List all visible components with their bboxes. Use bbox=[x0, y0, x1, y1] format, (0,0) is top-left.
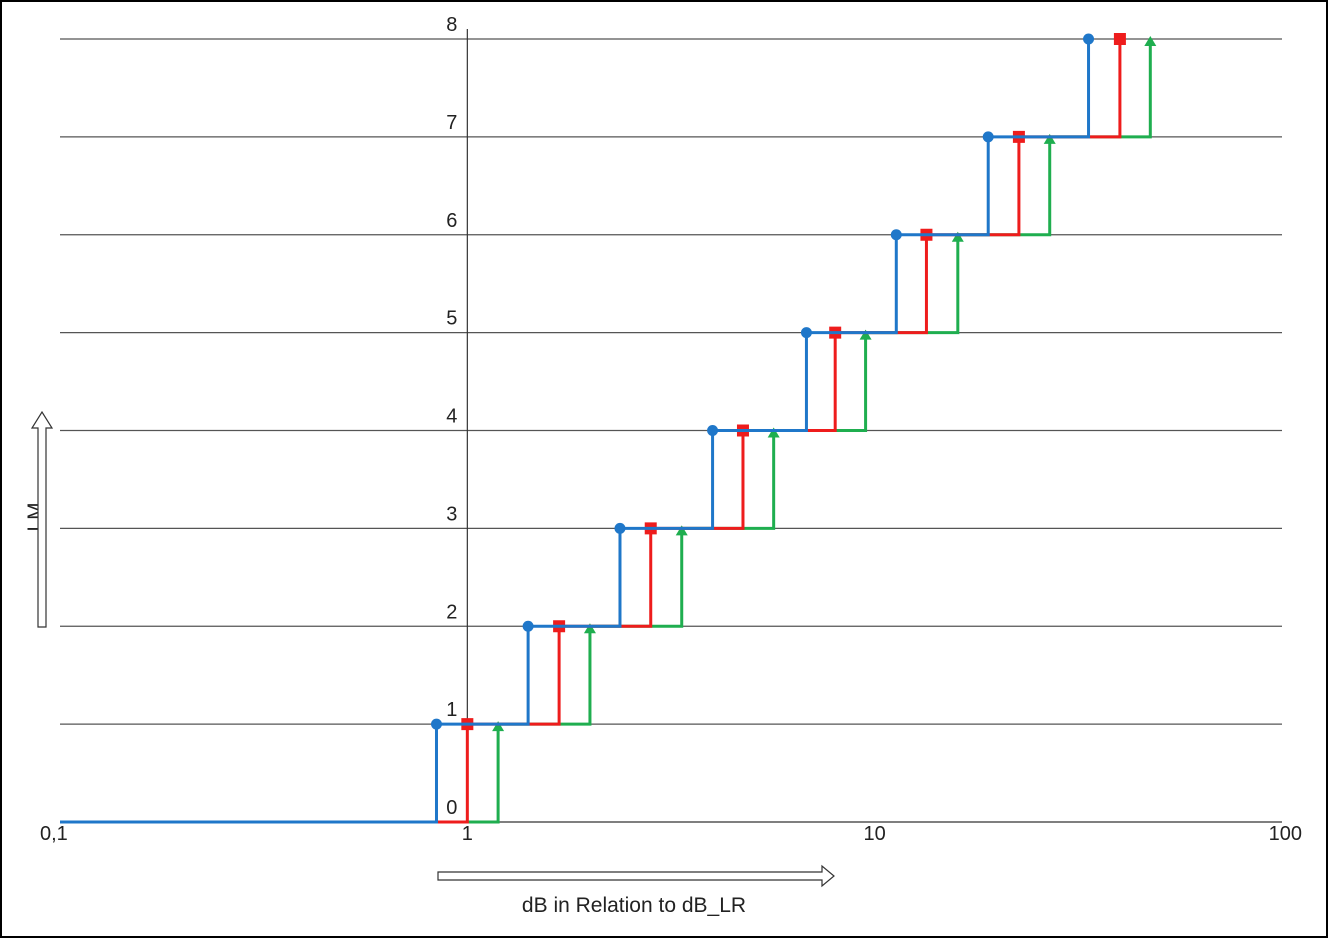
data-point bbox=[982, 131, 994, 143]
series-square bbox=[60, 33, 1126, 824]
y-tick-label: 4 bbox=[446, 406, 457, 428]
y-axis-arrow-icon bbox=[30, 410, 54, 628]
y-tick-label: 1 bbox=[446, 699, 457, 721]
x-tick-label: 1 bbox=[462, 823, 473, 845]
y-tick-label: 7 bbox=[446, 112, 457, 134]
data-point bbox=[614, 522, 626, 534]
y-tick-label: 6 bbox=[446, 210, 457, 232]
data-point bbox=[951, 231, 964, 242]
x-tick-label: 10 bbox=[864, 823, 886, 845]
data-point bbox=[767, 427, 780, 438]
data-point bbox=[1043, 133, 1056, 144]
axes bbox=[60, 29, 1282, 823]
series-arrow bbox=[60, 36, 1157, 824]
axis-arrows bbox=[30, 410, 835, 888]
series-circle bbox=[60, 33, 1095, 824]
x-axis-arrow-icon bbox=[437, 864, 835, 888]
data-point bbox=[800, 327, 812, 339]
y-tick-label: 8 bbox=[446, 14, 457, 36]
data-point bbox=[430, 718, 442, 730]
y-tick-label: 3 bbox=[446, 503, 457, 525]
data-point bbox=[522, 620, 534, 632]
axis-labels: LM dB in Relation to dB_LR bbox=[24, 502, 746, 917]
grid-lines bbox=[60, 38, 1282, 725]
x-tick-label: 100 bbox=[1269, 823, 1302, 845]
data-point bbox=[675, 525, 688, 536]
data-point bbox=[492, 721, 505, 732]
x-axis-label: dB in Relation to dB_LR bbox=[522, 894, 746, 917]
data-point bbox=[890, 229, 902, 241]
data-point bbox=[583, 623, 596, 634]
series-group bbox=[60, 33, 1157, 824]
y-tick-label: 0 bbox=[446, 797, 457, 819]
x-tick-label: 0,1 bbox=[40, 823, 68, 845]
data-point bbox=[859, 329, 872, 340]
data-point bbox=[1144, 36, 1157, 46]
data-point bbox=[1113, 33, 1126, 45]
y-tick-label: 5 bbox=[446, 308, 457, 330]
data-point bbox=[1083, 33, 1095, 45]
y-tick-label: 2 bbox=[446, 601, 457, 623]
data-point bbox=[707, 425, 719, 436]
